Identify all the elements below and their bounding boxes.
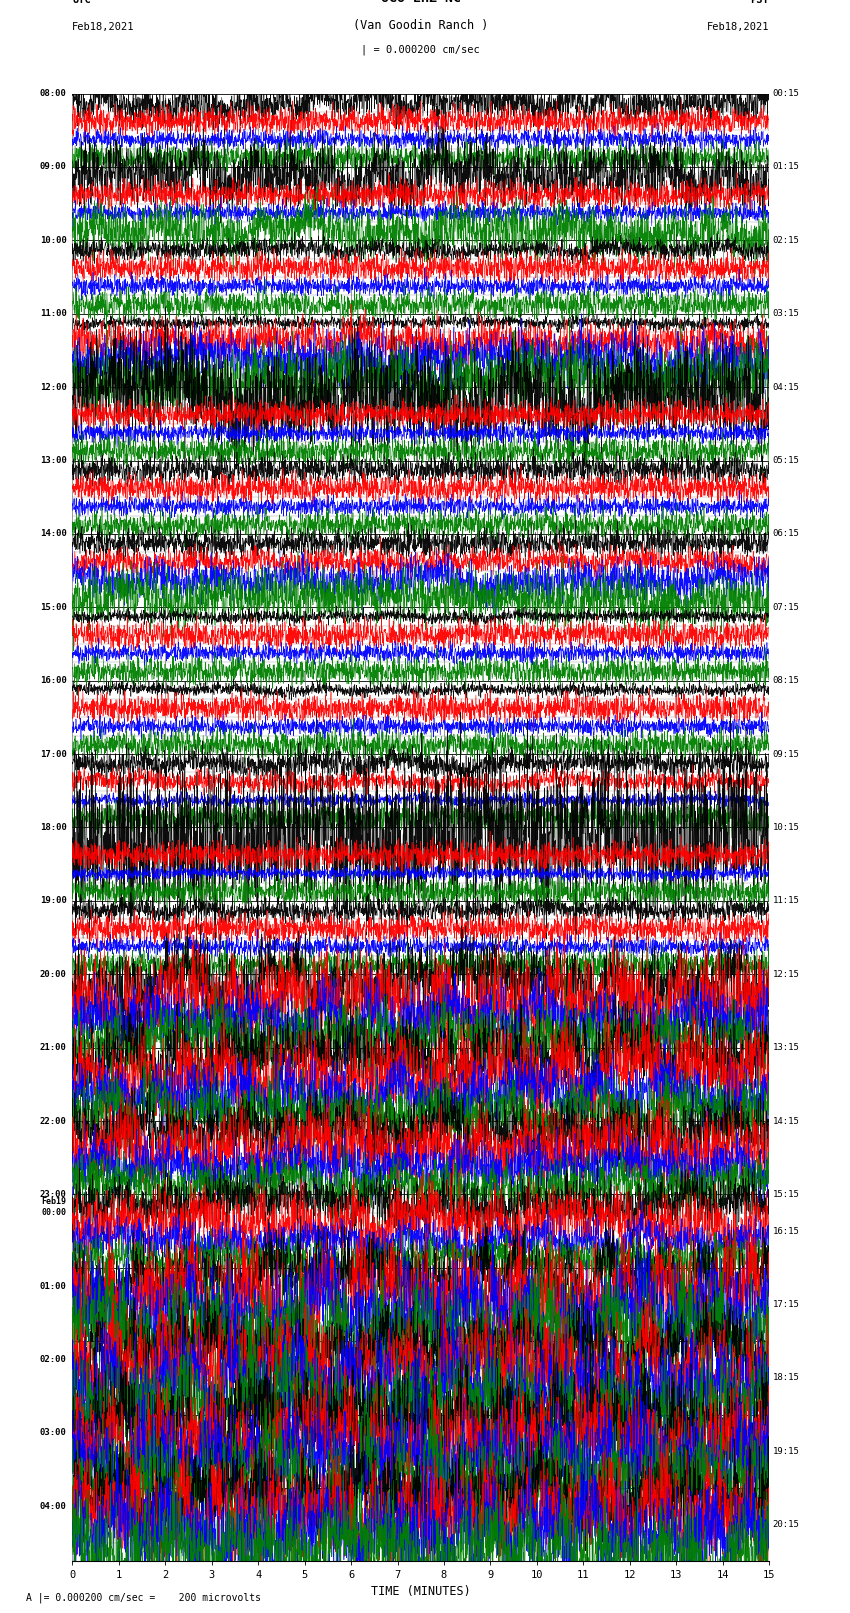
Text: 09:00: 09:00 <box>40 163 66 171</box>
Text: 07:15: 07:15 <box>773 603 800 611</box>
Text: 19:00: 19:00 <box>40 897 66 905</box>
Text: 19:15: 19:15 <box>773 1447 800 1457</box>
Text: 18:00: 18:00 <box>40 823 66 832</box>
Text: 03:00: 03:00 <box>40 1429 66 1437</box>
Text: 04:15: 04:15 <box>773 382 800 392</box>
Text: OGO EHZ NC: OGO EHZ NC <box>381 0 461 5</box>
Text: 12:15: 12:15 <box>773 969 800 979</box>
Text: 05:15: 05:15 <box>773 456 800 465</box>
Text: | = 0.000200 cm/sec: | = 0.000200 cm/sec <box>361 45 480 55</box>
Text: UTC: UTC <box>72 0 91 5</box>
Text: 02:00: 02:00 <box>40 1355 66 1365</box>
Text: 00:15: 00:15 <box>773 89 800 98</box>
Text: 21:00: 21:00 <box>40 1044 66 1052</box>
Text: 11:00: 11:00 <box>40 310 66 318</box>
Text: 15:00: 15:00 <box>40 603 66 611</box>
Text: Feb19: Feb19 <box>42 1197 66 1207</box>
Text: 20:00: 20:00 <box>40 969 66 979</box>
Text: 14:15: 14:15 <box>773 1116 800 1126</box>
Text: 13:00: 13:00 <box>40 456 66 465</box>
Text: 10:00: 10:00 <box>40 235 66 245</box>
Text: A |= 0.000200 cm/sec =    200 microvolts: A |= 0.000200 cm/sec = 200 microvolts <box>26 1592 260 1603</box>
Text: 22:00: 22:00 <box>40 1116 66 1126</box>
Text: 00:00: 00:00 <box>42 1208 66 1218</box>
Text: Feb18,2021: Feb18,2021 <box>72 23 135 32</box>
Text: 12:00: 12:00 <box>40 382 66 392</box>
Text: 02:15: 02:15 <box>773 235 800 245</box>
Text: 17:00: 17:00 <box>40 750 66 758</box>
Text: 20:15: 20:15 <box>773 1519 800 1529</box>
Text: 01:15: 01:15 <box>773 163 800 171</box>
Text: (Van Goodin Ranch ): (Van Goodin Ranch ) <box>353 19 489 32</box>
Text: 17:15: 17:15 <box>773 1300 800 1310</box>
Text: 08:15: 08:15 <box>773 676 800 686</box>
Text: 15:15: 15:15 <box>773 1190 800 1198</box>
Text: 18:15: 18:15 <box>773 1373 800 1382</box>
Text: 08:00: 08:00 <box>40 89 66 98</box>
Text: 06:15: 06:15 <box>773 529 800 539</box>
Text: Feb18,2021: Feb18,2021 <box>706 23 769 32</box>
Text: PST: PST <box>751 0 769 5</box>
Text: 04:00: 04:00 <box>40 1502 66 1511</box>
Text: 13:15: 13:15 <box>773 1044 800 1052</box>
Text: 16:15: 16:15 <box>773 1226 800 1236</box>
Text: 11:15: 11:15 <box>773 897 800 905</box>
Text: 14:00: 14:00 <box>40 529 66 539</box>
Text: 16:00: 16:00 <box>40 676 66 686</box>
Text: 01:00: 01:00 <box>40 1282 66 1290</box>
Text: 10:15: 10:15 <box>773 823 800 832</box>
Text: 09:15: 09:15 <box>773 750 800 758</box>
Text: 23:00: 23:00 <box>40 1190 66 1198</box>
Text: 03:15: 03:15 <box>773 310 800 318</box>
X-axis label: TIME (MINUTES): TIME (MINUTES) <box>371 1584 471 1597</box>
